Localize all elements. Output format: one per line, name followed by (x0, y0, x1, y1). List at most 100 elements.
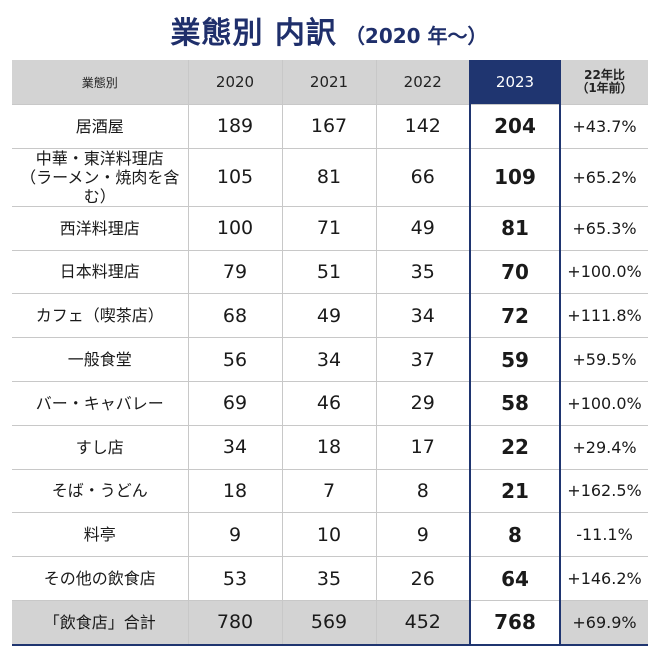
cell-2021: 34 (282, 337, 377, 382)
row-label: 一般食堂 (12, 337, 189, 382)
table-row: 中華・東洋料理店 （ラーメン・焼肉を含む） 105 81 66 109 +65.2% (12, 148, 648, 207)
cell-2020: 189 (188, 104, 283, 149)
cell-2020: 18 (188, 469, 283, 514)
total-ratio: +69.9% (560, 600, 648, 646)
header-2023: 2023 (469, 60, 561, 105)
cell-2020: 105 (188, 148, 283, 207)
row-label: すし店 (12, 425, 189, 470)
cell-ratio: +43.7% (560, 104, 648, 149)
row-label-line1: カフェ（喫茶店） (35, 306, 164, 326)
cell-2022: 142 (376, 104, 471, 149)
row-label-line1: 居酒屋 (75, 116, 124, 136)
cell-2021: 18 (282, 425, 377, 470)
table-row: 一般食堂 56 34 37 59 +59.5% (12, 337, 648, 382)
row-label: 居酒屋 (12, 104, 189, 149)
row-label: バー・キャバレー (12, 381, 189, 426)
cell-2023: 109 (469, 148, 561, 207)
cell-2020: 9 (188, 512, 283, 558)
cell-2023: 21 (469, 469, 561, 514)
total-label: 「飲食店」合計 (12, 600, 189, 646)
header-2022: 2022 (376, 60, 471, 105)
table-row: そば・うどん 18 7 8 21 +162.5% (12, 469, 648, 514)
cell-2022: 37 (376, 337, 471, 382)
row-label-line1: 料亭 (83, 525, 116, 545)
cell-2021: 71 (282, 206, 377, 251)
row-label-line2: （ラーメン・焼肉を含む） (20, 167, 180, 206)
cell-2021: 49 (282, 293, 377, 339)
cell-2023: 204 (469, 104, 561, 149)
row-label-line1: 中華・東洋料理店 (35, 148, 164, 168)
cell-2022: 8 (376, 469, 471, 514)
table-row: バー・キャバレー 69 46 29 58 +100.0% (12, 381, 648, 426)
cell-2020: 100 (188, 206, 283, 251)
title-sub: （2020 年～） (344, 24, 488, 48)
cell-2022: 9 (376, 512, 471, 558)
row-label: カフェ（喫茶店） (12, 293, 189, 339)
cell-2020: 79 (188, 250, 283, 295)
cell-ratio: +65.3% (560, 206, 648, 251)
business-type-table: 業態別 2020 2021 2022 2023 22年比 （1年前） 居酒屋 18… (12, 60, 648, 646)
row-label: そば・うどん (12, 469, 189, 514)
cell-2020: 69 (188, 381, 283, 426)
cell-ratio: +162.5% (560, 469, 648, 514)
row-label-line1: その他の飲食店 (43, 569, 156, 589)
page-title: 業態別 内訳 （2020 年～） (0, 8, 658, 52)
total-2023: 768 (469, 600, 561, 646)
cell-2023: 81 (469, 206, 561, 251)
cell-2022: 35 (376, 250, 471, 295)
cell-2022: 49 (376, 206, 471, 251)
cell-2020: 34 (188, 425, 283, 470)
table-body: 居酒屋 189 167 142 204 +43.7% 中華・東洋料理店 （ラーメン・焼肉を含む… (12, 104, 648, 646)
table-row: カフェ（喫茶店） 68 49 34 72 +111.8% (12, 293, 648, 339)
header-row: 業態別 2020 2021 2022 2023 22年比 （1年前） (12, 60, 648, 105)
row-label-line1: バー・キャバレー (35, 393, 164, 413)
cell-2023: 72 (469, 293, 561, 339)
cell-ratio: -11.1% (560, 512, 648, 558)
cell-2023: 8 (469, 512, 561, 558)
cell-2021: 35 (282, 556, 377, 601)
cell-2021: 10 (282, 512, 377, 558)
cell-2022: 66 (376, 148, 471, 207)
header-ratio-line2: （1年前） (576, 81, 633, 95)
table-header: 業態別 2020 2021 2022 2023 22年比 （1年前） (12, 60, 648, 105)
cell-2022: 26 (376, 556, 471, 601)
cell-2021: 167 (282, 104, 377, 149)
row-label: 料亭 (12, 512, 189, 558)
header-2020: 2020 (188, 60, 283, 105)
cell-ratio: +100.0% (560, 381, 648, 426)
cell-2021: 81 (282, 148, 377, 207)
cell-2023: 58 (469, 381, 561, 426)
cell-2020: 56 (188, 337, 283, 382)
table-row: 西洋料理店 100 71 49 81 +65.3% (12, 206, 648, 251)
cell-2021: 46 (282, 381, 377, 426)
table-row: 日本料理店 79 51 35 70 +100.0% (12, 250, 648, 295)
row-label: 日本料理店 (12, 250, 189, 295)
cell-2021: 7 (282, 469, 377, 514)
cell-2023: 64 (469, 556, 561, 601)
cell-2023: 70 (469, 250, 561, 295)
cell-ratio: +29.4% (560, 425, 648, 470)
total-2021: 569 (282, 600, 377, 646)
cell-ratio: +65.2% (560, 148, 648, 207)
table-row: その他の飲食店 53 35 26 64 +146.2% (12, 556, 648, 601)
header-category: 業態別 (12, 60, 189, 105)
row-label-line1: 西洋料理店 (59, 218, 140, 238)
total-2020: 780 (188, 600, 283, 646)
header-ratio: 22年比 （1年前） (560, 60, 648, 105)
title-main: 業態別 内訳 (170, 16, 337, 51)
row-label: 西洋料理店 (12, 206, 189, 251)
table-row: すし店 34 18 17 22 +29.4% (12, 425, 648, 470)
cell-ratio: +59.5% (560, 337, 648, 382)
row-label-line1: 一般食堂 (67, 350, 132, 370)
total-2022: 452 (376, 600, 471, 646)
cell-2022: 29 (376, 381, 471, 426)
header-2021: 2021 (282, 60, 377, 105)
total-row: 「飲食店」合計 780 569 452 768 +69.9% (12, 600, 648, 646)
cell-ratio: +100.0% (560, 250, 648, 295)
cell-ratio: +146.2% (560, 556, 648, 601)
cell-2023: 22 (469, 425, 561, 470)
cell-ratio: +111.8% (560, 293, 648, 339)
cell-2021: 51 (282, 250, 377, 295)
row-label-line1: 日本料理店 (59, 262, 140, 282)
cell-2022: 17 (376, 425, 471, 470)
